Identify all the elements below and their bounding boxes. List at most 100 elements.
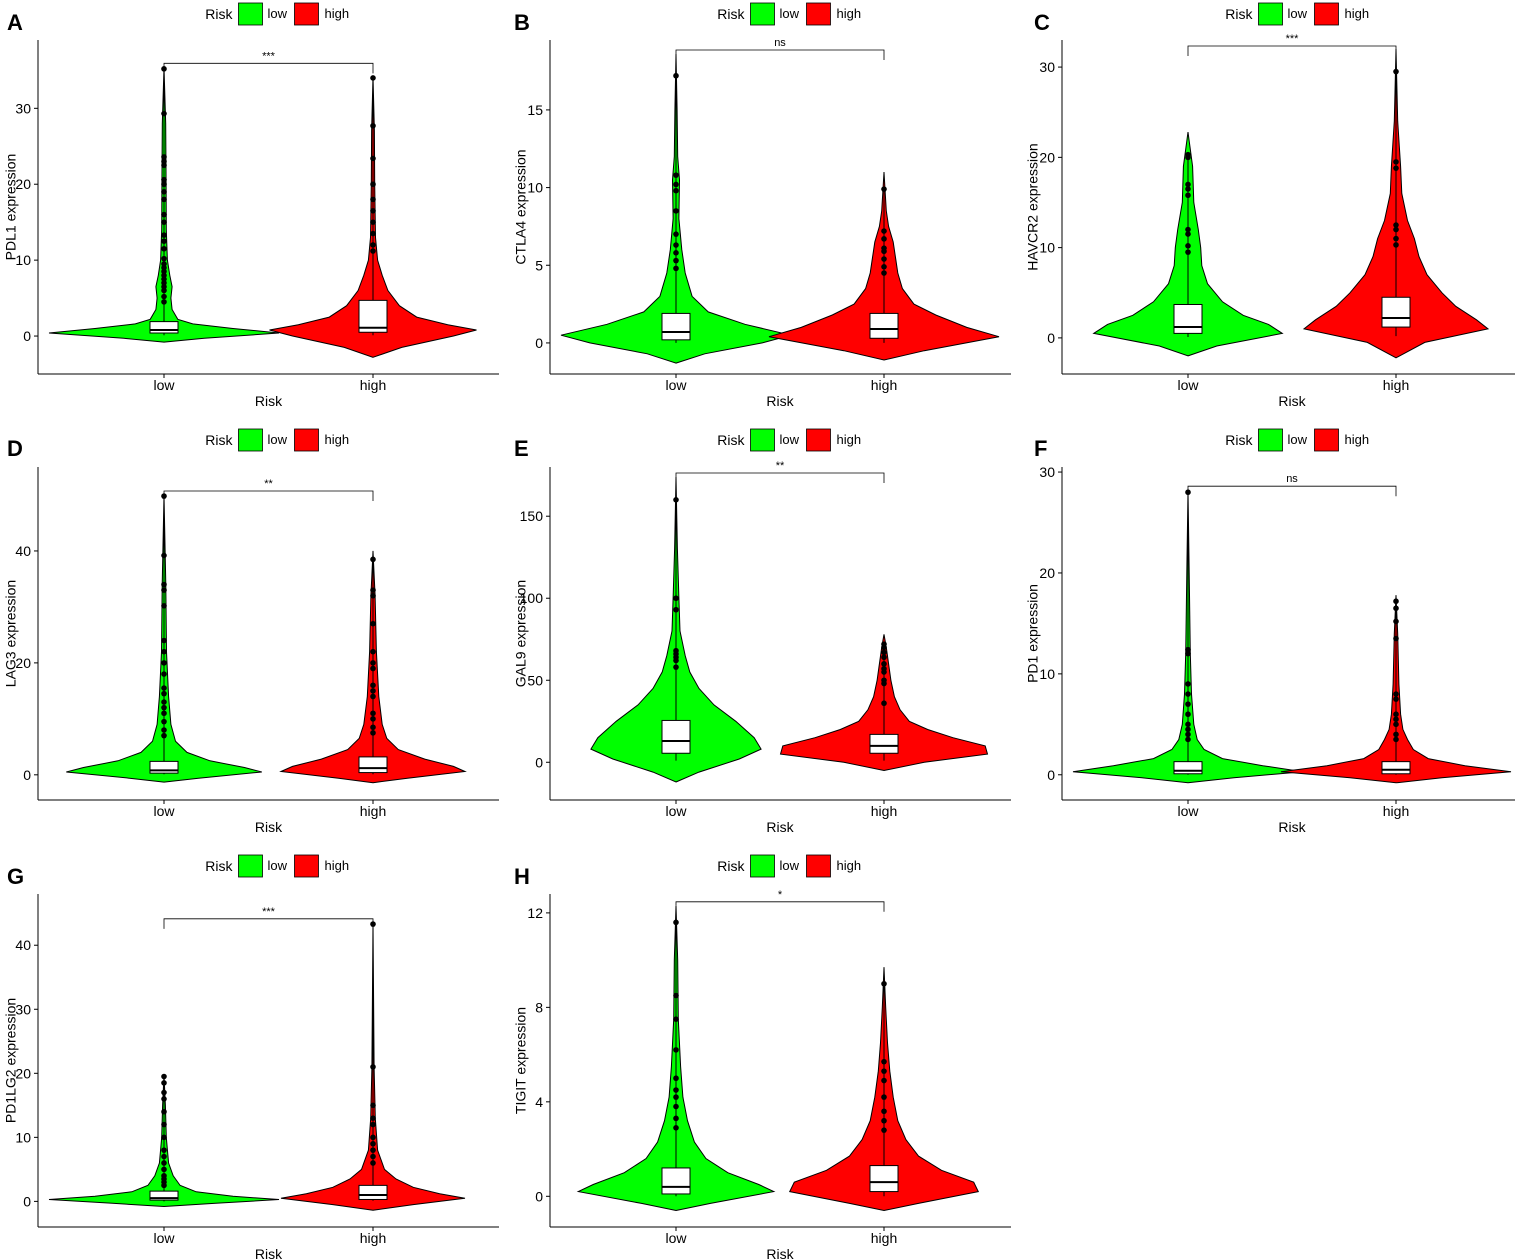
- outlier-point-low: [1185, 681, 1191, 687]
- outlier-point-low: [161, 154, 167, 160]
- outlier-point-high: [881, 236, 887, 242]
- panel-letter: H: [514, 864, 530, 889]
- outlier-point-low: [161, 1108, 167, 1115]
- outlier-point-low: [161, 1073, 167, 1080]
- outlier-point-high: [881, 1058, 887, 1065]
- outlier-point-high: [1393, 731, 1399, 738]
- outlier-point-high: [1393, 242, 1399, 248]
- legend-label-high: high: [837, 858, 862, 873]
- y-tick-label: 0: [1047, 767, 1055, 783]
- legend-swatch-low: [238, 2, 263, 26]
- y-tick-label: 150: [520, 508, 544, 524]
- outlier-point-low: [161, 699, 167, 705]
- outlier-point-low: [161, 710, 167, 717]
- outlier-point-low: [161, 219, 167, 225]
- outlier-point-high: [881, 186, 887, 192]
- significance-label: ***: [1286, 33, 1300, 45]
- outlier-point-low: [673, 181, 679, 188]
- significance-bracket: [675, 901, 885, 912]
- outlier-point-low: [161, 685, 167, 691]
- significance-label: *: [778, 889, 783, 901]
- box-low: [1173, 761, 1203, 775]
- outlier-point-high: [370, 1102, 376, 1109]
- legend-label-low: low: [780, 432, 800, 447]
- outlier-point-high: [370, 710, 376, 717]
- outlier-point-high: [370, 730, 376, 736]
- outlier-point-low: [161, 158, 167, 165]
- significance-bracket: [163, 62, 374, 74]
- outlier-point-high: [370, 1147, 376, 1153]
- outlier-point-low: [161, 66, 167, 72]
- significance-label: ns: [1286, 473, 1298, 485]
- outlier-point-high: [370, 242, 376, 248]
- outlier-point-high: [370, 693, 376, 700]
- outlier-point-low: [673, 1094, 679, 1100]
- box-high: [358, 1184, 388, 1200]
- significance-label: ns: [774, 37, 786, 49]
- y-tick-label: 0: [535, 1188, 543, 1204]
- significance-bracket: [1187, 45, 1397, 56]
- box-low: [1173, 303, 1203, 334]
- legend-swatch-low: [750, 428, 775, 452]
- outlier-point-high: [370, 219, 376, 225]
- x-axis-title: Risk: [766, 393, 794, 409]
- panel-letter: C: [1034, 10, 1050, 35]
- outlier-point-high: [370, 1064, 376, 1070]
- legend: Risk low high: [717, 428, 861, 452]
- y-tick-label: 10: [1039, 240, 1055, 256]
- x-axis-title: Risk: [1278, 393, 1306, 409]
- legend-label-high: high: [325, 6, 350, 21]
- legend-swatch-low: [1258, 428, 1283, 452]
- legend-label-low: low: [780, 6, 800, 21]
- outlier-point-low: [673, 1047, 679, 1053]
- outlier-point-low: [161, 181, 167, 188]
- outlier-point-low: [161, 1160, 167, 1166]
- outlier-point-high: [881, 256, 887, 262]
- outlier-point-high: [881, 264, 887, 270]
- significance-label: ***: [262, 906, 276, 918]
- y-axis-title: LAG3 expression: [3, 580, 19, 687]
- outlier-point-high: [1393, 605, 1399, 612]
- outlier-point-high: [1393, 159, 1399, 165]
- significance-label: **: [264, 478, 273, 490]
- outlier-point-high: [1393, 235, 1399, 242]
- outlier-point-high: [370, 716, 376, 722]
- panel-a: A Risk low high 0 10 20 30 PDL1 expression low hig…: [3, 2, 499, 409]
- outlier-point-low: [673, 250, 679, 256]
- x-tick-label-high: high: [871, 377, 897, 393]
- box-low: [661, 312, 691, 341]
- legend-title: Risk: [205, 6, 233, 22]
- box-low: [661, 719, 691, 754]
- outlier-point-low: [161, 245, 167, 252]
- outlier-point-low: [673, 1087, 679, 1093]
- legend-title: Risk: [205, 858, 233, 874]
- outlier-point-low: [673, 208, 679, 214]
- x-tick-label-high: high: [360, 1230, 386, 1246]
- x-tick-label-low: low: [665, 1230, 687, 1246]
- outlier-point-low: [161, 299, 167, 305]
- outlier-point-high: [370, 688, 376, 694]
- panel-c: C Risk low high 0 10 20 30 HAVCR2 expression low h…: [1025, 2, 1515, 409]
- panel-letter: E: [514, 436, 529, 461]
- outlier-point-high: [881, 1127, 887, 1133]
- legend-label-low: low: [268, 432, 288, 447]
- legend: Risk low high: [205, 2, 350, 26]
- outlier-point-low: [673, 72, 679, 79]
- outlier-point-low: [1185, 186, 1191, 192]
- y-axis-title: PD1 expression: [1025, 584, 1041, 683]
- significance-bracket: [163, 490, 374, 501]
- outlier-point-low: [1185, 249, 1191, 255]
- outlier-point-low: [161, 718, 167, 725]
- outlier-point-high: [370, 248, 376, 254]
- outlier-point-low: [673, 242, 679, 248]
- significance-bracket: [163, 918, 374, 929]
- outlier-point-low: [1185, 711, 1191, 718]
- panel-letter: A: [7, 10, 23, 35]
- outlier-point-low: [161, 602, 167, 609]
- box-high: [1381, 761, 1411, 775]
- x-tick-label-low: low: [1177, 803, 1199, 819]
- outlier-point-high: [370, 665, 376, 672]
- outlier-point-low: [673, 664, 679, 670]
- panel-b: B Risk low high 0 5 10 15 CTLA4 expression low hig…: [513, 2, 1011, 409]
